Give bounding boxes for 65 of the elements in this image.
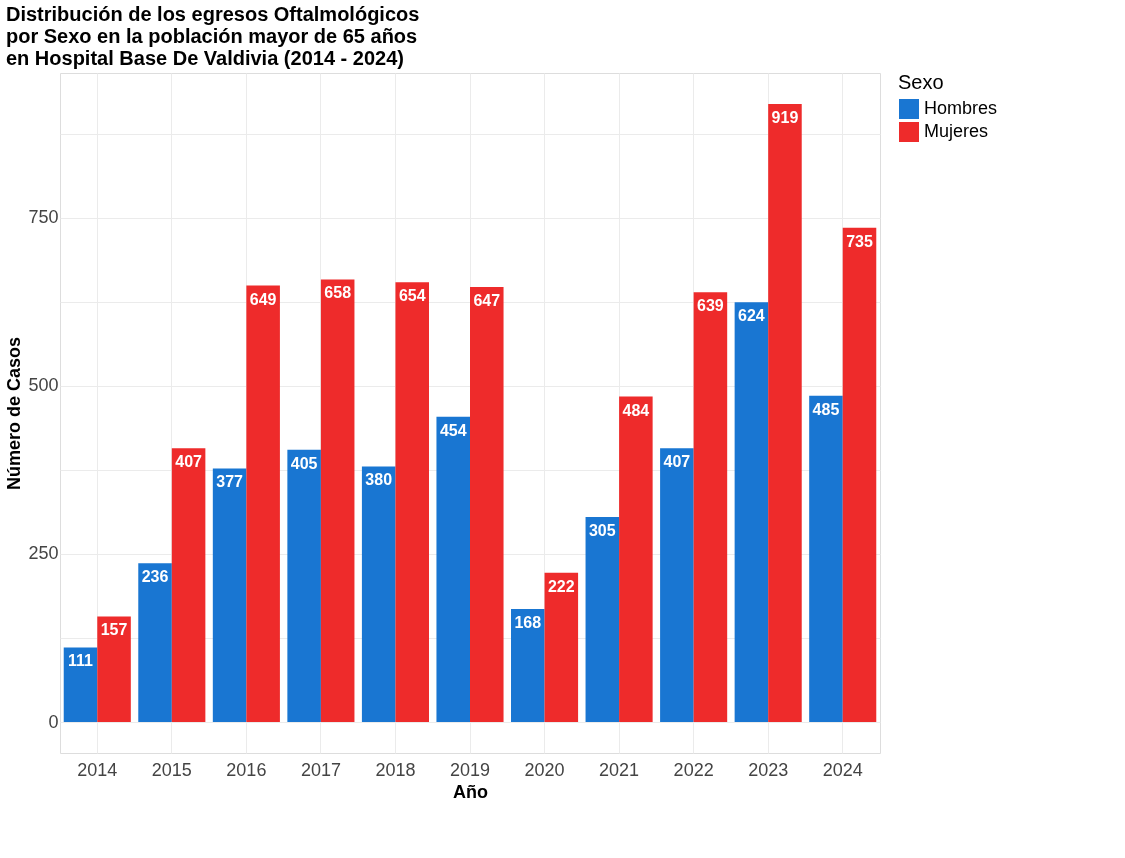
- y-tick-label: 250: [28, 543, 59, 564]
- data-label: 405: [290, 454, 318, 472]
- x-axis-title: Año: [453, 781, 488, 802]
- bar: [320, 279, 355, 723]
- data-label: 407: [663, 453, 691, 471]
- y-tick-label: 500: [28, 375, 59, 396]
- x-tick-label: 2024: [822, 759, 863, 780]
- bar: [809, 395, 843, 723]
- bar: [395, 282, 429, 723]
- x-tick-label: 2015: [151, 759, 192, 780]
- legend-title: Sexo: [898, 71, 944, 93]
- data-label: 407: [175, 453, 203, 471]
- y-axis-title: Número de Casos: [4, 336, 25, 491]
- data-label: 236: [141, 568, 169, 586]
- data-label: 377: [216, 473, 244, 491]
- chart-title: Distribución de los egresos Oftalmológicos por Sexo en la población mayor de 65 años en Hospital Base De Valdivia (2014 - 2024): [5, 3, 420, 69]
- bar: [436, 416, 470, 723]
- data-label: 735: [846, 232, 873, 250]
- data-label: 647: [473, 291, 501, 309]
- x-tick-label: 2020: [524, 759, 565, 780]
- bar: [212, 468, 247, 723]
- y-tick-label: 0: [48, 711, 59, 732]
- bar: [246, 285, 280, 723]
- bar: [138, 563, 172, 723]
- bar: [842, 227, 877, 723]
- bar: [470, 286, 504, 723]
- x-tick-label: 2023: [748, 759, 789, 780]
- data-label: 639: [697, 297, 724, 315]
- data-label: 305: [588, 521, 616, 539]
- bar: [63, 647, 98, 723]
- bar: [287, 449, 321, 723]
- bar: [511, 609, 545, 723]
- bar: [619, 396, 653, 723]
- data-label: 222: [547, 577, 575, 595]
- x-tick-label: 2021: [599, 759, 640, 780]
- x-tick-label: 2014: [77, 759, 118, 780]
- data-label: 658: [324, 284, 352, 302]
- data-label: 168: [514, 614, 542, 632]
- bar: [693, 292, 728, 723]
- bar: [768, 103, 802, 723]
- x-tick-label: 2016: [226, 759, 267, 780]
- bar: [660, 448, 694, 723]
- data-label: 485: [812, 400, 840, 418]
- x-tick-label: 2018: [375, 759, 416, 780]
- bar: [361, 466, 396, 723]
- data-label: 649: [249, 290, 277, 308]
- bar: [171, 448, 206, 723]
- bar: [585, 516, 620, 723]
- data-label: 624: [738, 307, 765, 325]
- data-label: 111: [68, 652, 94, 670]
- bar: [734, 302, 769, 723]
- x-tick-label: 2017: [300, 759, 341, 780]
- legend-label: Hombres: [924, 98, 998, 118]
- legend-label: Mujeres: [924, 121, 989, 141]
- data-label: 157: [100, 621, 128, 639]
- data-label: 919: [771, 108, 799, 126]
- x-tick-label: 2022: [673, 759, 714, 780]
- y-tick-label: 750: [28, 207, 59, 228]
- data-label: 484: [622, 401, 650, 419]
- bar: [97, 616, 131, 723]
- data-label: 380: [365, 471, 393, 489]
- bar: [544, 572, 579, 723]
- data-label: 654: [398, 287, 426, 305]
- x-tick-label: 2019: [449, 759, 491, 780]
- data-label: 454: [439, 421, 467, 439]
